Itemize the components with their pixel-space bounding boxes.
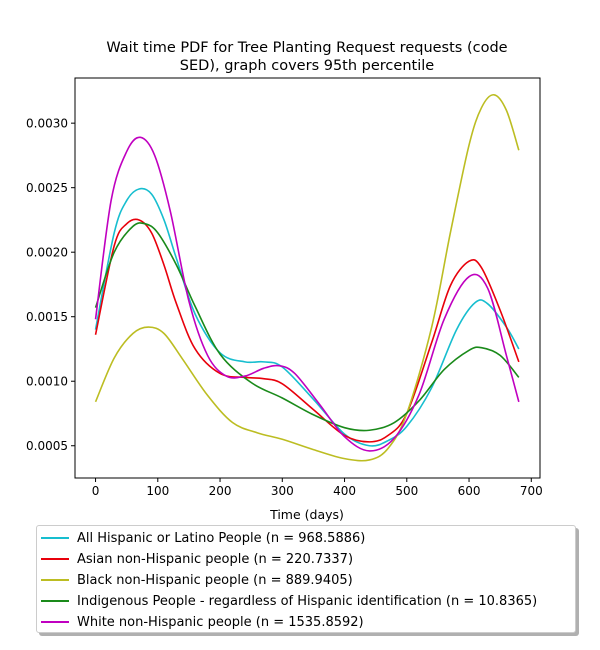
legend-swatch [41, 600, 69, 602]
legend: All Hispanic or Latino People (n = 968.5… [36, 525, 576, 633]
legend-swatch [41, 537, 69, 539]
legend-label: Asian non-Hispanic people (n = 220.7337) [77, 551, 354, 567]
x-tick-label: 200 [209, 484, 232, 498]
legend-label: Black non-Hispanic people (n = 889.9405) [77, 572, 353, 588]
legend-item: All Hispanic or Latino People (n = 968.5… [41, 528, 365, 548]
x-tick-label: 500 [395, 484, 418, 498]
axes-layer: 0 100 200 300 400 500 600 700 0.0005 0.0010 0.0015… [26, 117, 543, 498]
legend-swatch [41, 621, 69, 623]
legend-item: White non-Hispanic people (n = 1535.8592… [41, 612, 364, 632]
x-tick-label: 600 [458, 484, 481, 498]
legend-label: All Hispanic or Latino People (n = 968.5… [77, 530, 366, 546]
plot-frame [74, 77, 541, 479]
x-tick-label: 700 [520, 484, 543, 498]
legend-item: Indigenous People - regardless of Hispan… [41, 591, 537, 611]
y-tick-label: 0.0015 [26, 310, 68, 324]
legend-item: Asian non-Hispanic people (n = 220.7337) [41, 549, 353, 569]
series-line-5 [94, 136, 520, 452]
x-tick-label: 400 [333, 484, 356, 498]
series-layer [94, 93, 520, 462]
series-line-4 [94, 222, 520, 432]
x-tick-label: 0 [92, 484, 100, 498]
legend-label: White non-Hispanic people (n = 1535.8592… [77, 614, 364, 630]
x-tick-label: 300 [271, 484, 294, 498]
chart-title-line1: Wait time PDF for Tree Planting Request … [106, 40, 507, 56]
y-tick-label: 0.0030 [26, 117, 68, 131]
y-tick-label: 0.0020 [26, 246, 68, 260]
y-tick-label: 0.0005 [26, 439, 68, 453]
legend-label: Indigenous People - regardless of Hispan… [77, 593, 538, 609]
x-axis-label: Time (days) [269, 507, 344, 522]
chart-title-line2: SED), graph covers 95th percentile [180, 58, 434, 74]
series-line-1 [94, 187, 520, 447]
legend-item: Black non-Hispanic people (n = 889.9405) [41, 570, 353, 590]
legend-swatch [41, 579, 69, 581]
y-tick-label: 0.0010 [26, 375, 68, 389]
y-tick-label: 0.0025 [26, 181, 68, 195]
x-tick-label: 100 [146, 484, 169, 498]
series-line-3 [94, 93, 520, 462]
legend-swatch [41, 558, 69, 560]
